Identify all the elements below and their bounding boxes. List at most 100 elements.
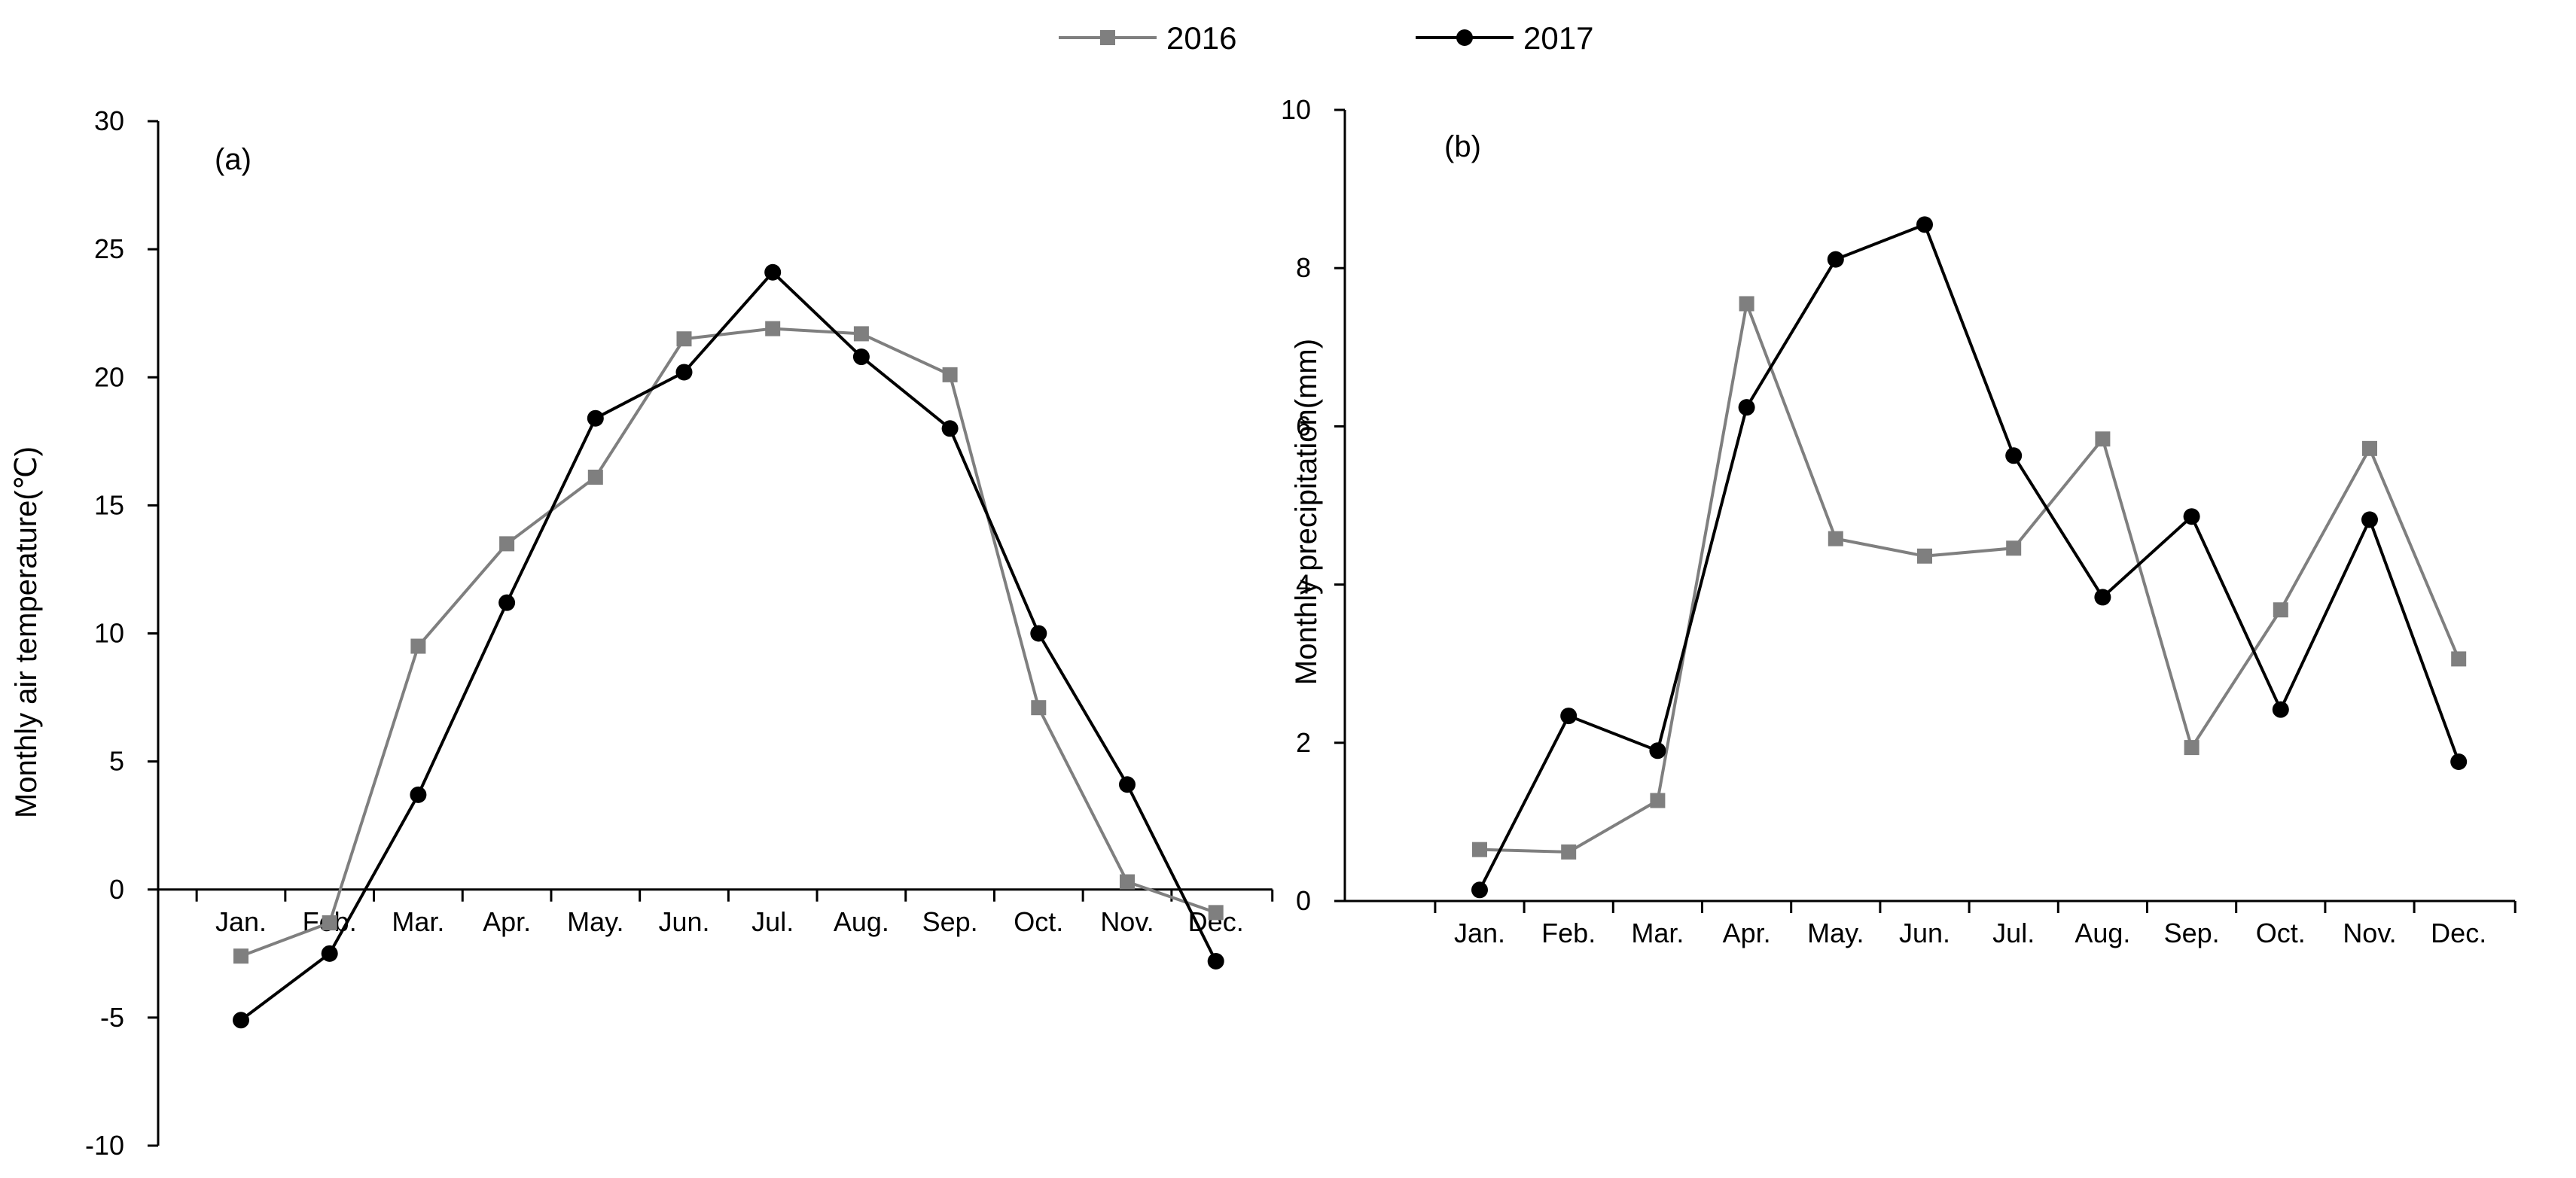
y-tick-label: 8 <box>1296 252 1311 283</box>
data-point-2016-jul <box>2006 540 2022 556</box>
legend-label: 2016 <box>1166 20 1236 56</box>
data-point-2017-feb <box>321 945 338 962</box>
x-tick-label-sep: Sep. <box>922 906 978 937</box>
data-point-2016-jan <box>233 948 248 964</box>
legend-entry-2016: 2016 <box>1059 20 1236 56</box>
series-2016 <box>1472 296 2467 860</box>
legend-marker <box>1456 29 1473 46</box>
y-tick-label: 10 <box>1281 94 1311 125</box>
legend-label: 2017 <box>1523 20 1593 56</box>
data-point-2016-sep <box>2184 740 2200 756</box>
data-point-2017-dec <box>1207 953 1224 970</box>
x-tick-label-jul: Jul. <box>1992 918 2035 948</box>
x-tick-label-jan: Jan. <box>1454 918 1505 948</box>
series-line-2016 <box>240 327 1217 958</box>
panel-b-precipitation: 0 2 4 6 8 10 Jan. Feb. Mar. Apr. May. Jun. Jul. Aug. S… <box>1281 94 2517 948</box>
legend-entry-2017: 2017 <box>1416 20 1593 56</box>
data-point-2017-sep <box>2183 508 2200 525</box>
x-tick-label-may: May. <box>1807 918 1864 948</box>
data-point-2017-jun <box>675 364 693 381</box>
data-point-2017-mar <box>1649 742 1666 759</box>
y-tick-label: 4 <box>1296 569 1311 600</box>
data-point-2016-jun <box>1917 548 1932 564</box>
x-tick-label-jul: Jul. <box>751 906 794 937</box>
data-point-2017-jan <box>1471 881 1488 899</box>
panel-label: (b) <box>1444 130 1481 163</box>
legend: 2016 2017 <box>1059 20 1593 56</box>
data-point-2017-apr <box>498 594 516 611</box>
data-point-2017-sep <box>941 420 959 437</box>
data-point-2016-dec <box>1208 905 1224 921</box>
data-point-2017-may <box>587 409 604 427</box>
data-point-2016-apr <box>499 536 515 552</box>
x-tick-label-sep: Sep. <box>2164 918 2220 948</box>
x-tick-label-oct: Oct. <box>1014 906 1063 937</box>
y-tick-label: 0 <box>109 874 124 905</box>
x-tick-label-aug: Aug. <box>834 906 889 937</box>
data-point-2016-nov <box>2362 440 2377 456</box>
data-point-2017-oct <box>1030 625 1047 642</box>
x-tick-label-may: May. <box>567 906 623 937</box>
x-tick-label-mar: Mar. <box>392 906 444 937</box>
data-point-2016-nov <box>1120 874 1135 890</box>
legend-marker <box>1100 30 1115 45</box>
y-tick-label: 30 <box>94 105 124 136</box>
y-tick-label: 2 <box>1296 727 1311 758</box>
data-point-2016-aug <box>2095 431 2111 447</box>
data-point-2016-feb <box>1561 844 1577 860</box>
data-point-2016-oct <box>2273 602 2288 618</box>
x-tick-label-jun: Jun. <box>658 906 709 937</box>
x-tick-label-jun: Jun. <box>1899 918 1950 948</box>
data-point-2016-oct <box>1031 700 1047 716</box>
data-point-2016-apr <box>1739 296 1754 312</box>
y-tick-label: 25 <box>94 233 124 264</box>
y-tick-label: -10 <box>85 1130 124 1161</box>
y-axis-label: Monthly air temperature(℃) <box>10 446 43 818</box>
x-tick-label-feb: Feb. <box>1541 918 1596 948</box>
data-point-2016-feb <box>322 915 337 930</box>
data-point-2017-jan <box>233 1012 249 1029</box>
x-tick-label-jan: Jan. <box>215 906 267 937</box>
data-point-2016-mar <box>410 638 426 654</box>
y-tick-label: -5 <box>100 1002 124 1033</box>
series-2017 <box>233 263 1224 1029</box>
data-point-2017-aug <box>2094 589 2111 606</box>
data-point-2016-sep <box>942 367 958 382</box>
series-line-2017 <box>239 270 1218 1021</box>
data-point-2017-jul <box>764 263 782 281</box>
panel-label: (a) <box>215 143 252 176</box>
data-point-2016-mar <box>1650 793 1666 808</box>
data-point-2017-nov <box>1119 776 1136 793</box>
series-2017 <box>1471 216 2468 899</box>
x-tick-label-nov: Nov. <box>1100 906 1154 937</box>
data-point-2017-apr <box>1738 399 1755 416</box>
data-point-2016-may <box>587 469 603 485</box>
y-tick-label: 15 <box>94 489 124 520</box>
data-point-2016-dec <box>2451 651 2467 667</box>
x-tick-label-oct: Oct. <box>2256 918 2306 948</box>
data-point-2016-jun <box>676 331 692 347</box>
y-tick-label: 5 <box>109 746 124 777</box>
series-line-2017 <box>1478 223 2461 891</box>
y-tick-label: 6 <box>1296 410 1311 441</box>
data-point-2017-nov <box>2361 511 2378 528</box>
x-tick-label-apr: Apr. <box>483 906 531 937</box>
data-point-2017-jul <box>2005 447 2023 464</box>
y-tick-label: 20 <box>94 361 124 392</box>
panel-a-air-temperature: -10-5051015202530Jan.Feb.Mar.Apr.May.Jun… <box>10 105 1274 1161</box>
x-tick-label-nov: Nov. <box>2343 918 2396 948</box>
data-point-2017-aug <box>852 349 870 366</box>
x-tick-label-apr: Apr. <box>1723 918 1771 948</box>
data-point-2017-dec <box>2450 753 2468 771</box>
data-point-2016-jul <box>765 321 781 336</box>
y-axis-label: Monthly precipitation(mm) <box>1290 339 1323 685</box>
series-line-2016 <box>1479 302 2461 854</box>
x-tick-label-dec: Dec. <box>2431 918 2486 948</box>
data-point-2017-mar <box>410 786 427 803</box>
series-2016 <box>233 321 1224 964</box>
y-tick-label: 0 <box>1296 885 1311 916</box>
data-point-2016-may <box>1828 531 1843 546</box>
data-point-2017-jun <box>1916 216 1933 233</box>
x-tick-label-aug: Aug. <box>2075 918 2130 948</box>
